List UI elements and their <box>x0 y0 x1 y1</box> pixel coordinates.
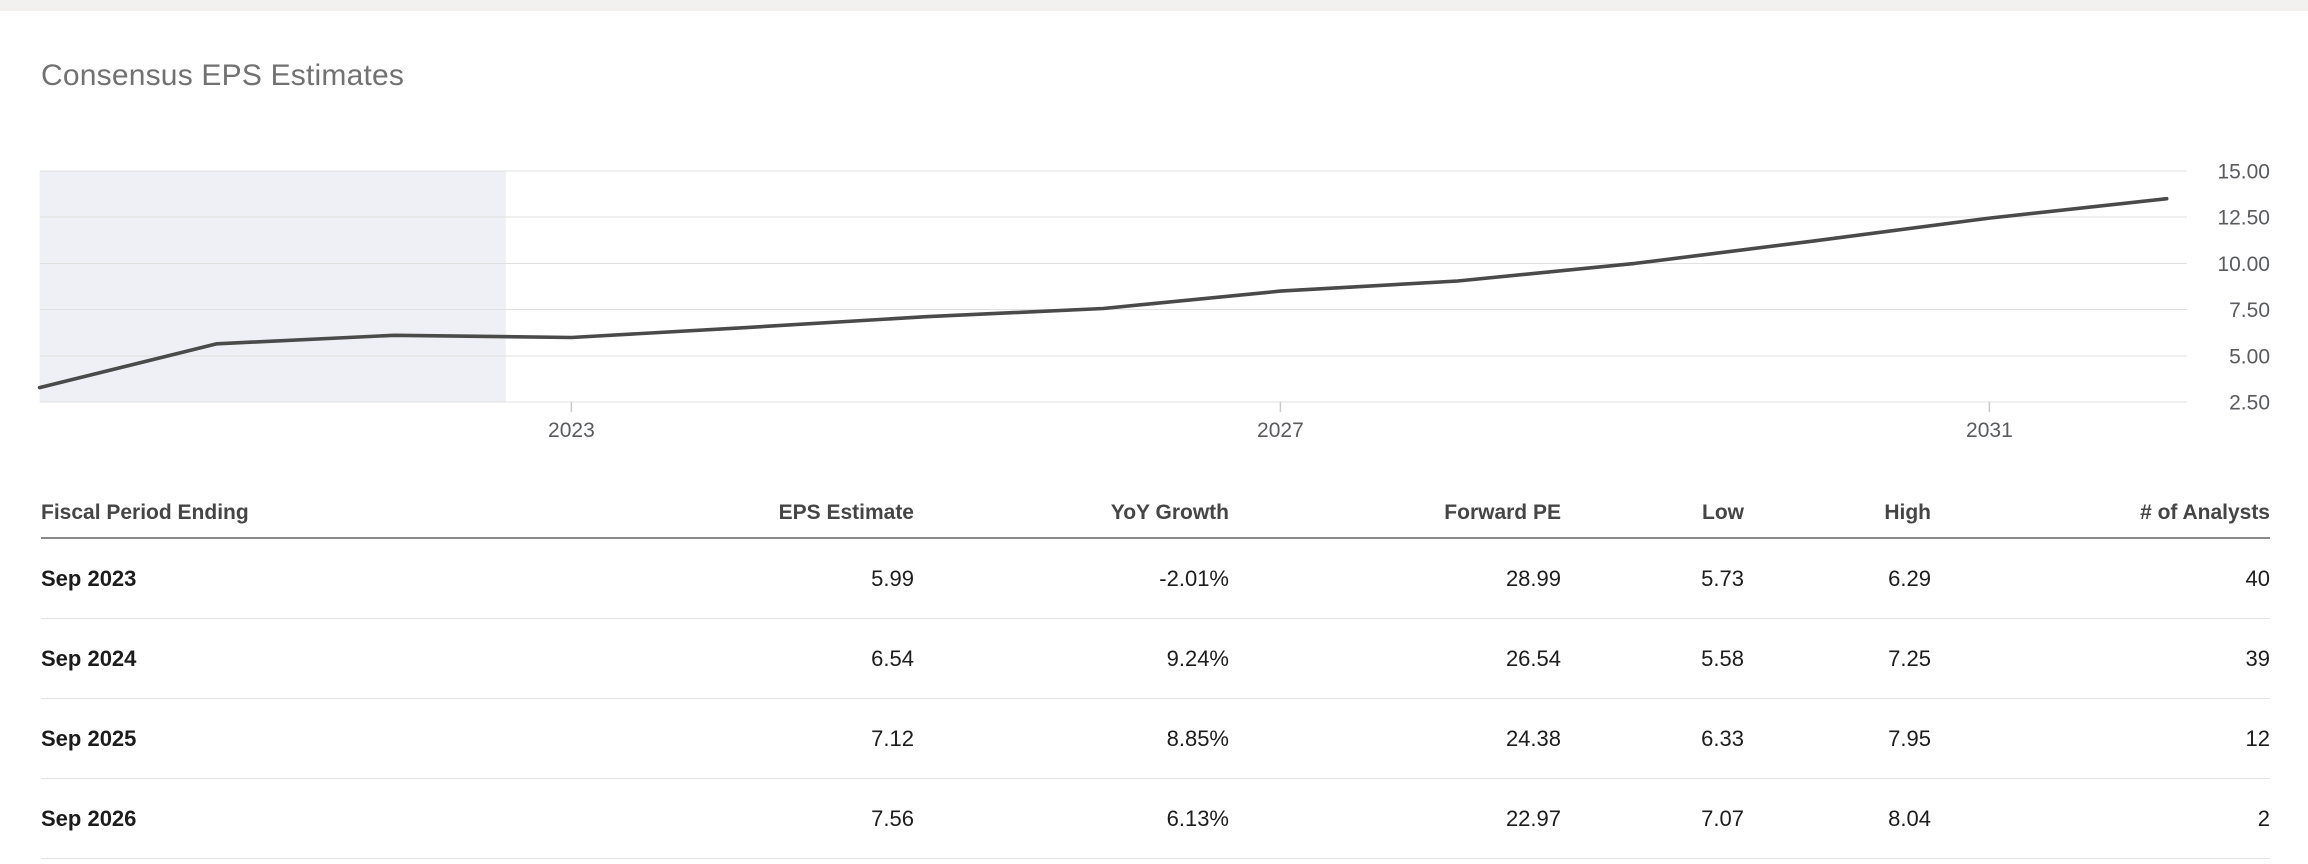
column-header-fiscal-period-ending: Fiscal Period Ending <box>41 489 491 539</box>
column-header-forward-pe: Forward PE <box>1229 489 1561 539</box>
value-cell-high: 7.25 <box>1744 618 1931 699</box>
y-axis-label: 12.50 <box>2217 207 2270 230</box>
value-cell-of-analysts: 40 <box>1931 538 2270 619</box>
value-cell-low: 5.58 <box>1561 618 1744 699</box>
fiscal-period-cell: Sep 2023 <box>41 538 491 619</box>
table-header-row: Fiscal Period Ending EPS Estimate YoY Grow… <box>41 489 2270 539</box>
value-cell-of-analysts: 2 <box>1931 778 2270 859</box>
eps-chart: 2023 2027 2031 15.00 12.50 10.00 7.50 5.00 2.50 <box>0 150 2308 450</box>
value-cell-forward-pe: 26.54 <box>1229 618 1561 699</box>
chart-canvas: 2023 2027 2031 15.00 12.50 10.00 7.50 5.00 2.50 <box>37 161 2270 442</box>
column-header-high: High <box>1744 489 1931 539</box>
value-cell-eps-estimate: 7.12 <box>491 698 914 779</box>
x-axis-label: 2031 <box>1966 419 2013 442</box>
x-axis-label: 2027 <box>1257 419 1304 442</box>
x-axis-label: 2023 <box>548 419 595 442</box>
table-row: Sep 2023 5.99 -2.01% 28.99 5.73 6.29 40 <box>41 538 2270 619</box>
value-cell-of-analysts: 12 <box>1931 698 2270 779</box>
value-cell-of-analysts: 39 <box>1931 618 2270 699</box>
chart-historical-shading <box>39 171 506 403</box>
y-axis-label: 2.50 <box>2229 392 2270 415</box>
value-cell-forward-pe: 28.99 <box>1229 538 1561 619</box>
value-cell-eps-estimate: 7.56 <box>491 778 914 859</box>
value-cell-eps-estimate: 6.54 <box>491 618 914 699</box>
value-cell-low: 5.73 <box>1561 538 1744 619</box>
y-axis-label: 15.00 <box>2217 161 2270 184</box>
value-cell-yoy-growth: -2.01% <box>914 538 1229 619</box>
y-axis-label: 7.50 <box>2229 299 2270 322</box>
value-cell-forward-pe: 24.38 <box>1229 698 1561 779</box>
value-cell-high: 6.29 <box>1744 538 1931 619</box>
y-axis-label: 10.00 <box>2217 253 2270 276</box>
page-title: Consensus EPS Estimates <box>41 59 405 92</box>
value-cell-low: 6.33 <box>1561 698 1744 779</box>
table-row: Sep 2024 6.54 9.24% 26.54 5.58 7.25 39 <box>41 618 2270 699</box>
value-cell-eps-estimate: 5.99 <box>491 538 914 619</box>
value-cell-forward-pe: 22.97 <box>1229 778 1561 859</box>
value-cell-high: 7.95 <box>1744 698 1931 779</box>
fiscal-period-cell: Sep 2025 <box>41 698 491 779</box>
table-row: Sep 2026 7.56 6.13% 22.97 7.07 8.04 2 <box>41 778 2270 859</box>
value-cell-low: 7.07 <box>1561 778 1744 859</box>
eps-estimate-line <box>37 196 2169 390</box>
y-axis-label: 5.00 <box>2229 345 2270 368</box>
value-cell-yoy-growth: 6.13% <box>914 778 1229 859</box>
top-bar <box>0 0 2308 11</box>
fiscal-period-cell: Sep 2024 <box>41 618 491 699</box>
estimates-table: Fiscal Period Ending EPS Estimate YoY Grow… <box>41 489 2270 859</box>
table-row: Sep 2025 7.12 8.85% 24.38 6.33 7.95 12 <box>41 698 2270 779</box>
value-cell-yoy-growth: 9.24% <box>914 618 1229 699</box>
estimates-table-wrap: Fiscal Period Ending EPS Estimate YoY Grow… <box>41 489 2270 859</box>
value-cell-yoy-growth: 8.85% <box>914 698 1229 779</box>
column-header-of-analysts: # of Analysts <box>1931 489 2270 539</box>
column-header-yoy-growth: YoY Growth <box>914 489 1229 539</box>
column-header-low: Low <box>1561 489 1744 539</box>
fiscal-period-cell: Sep 2026 <box>41 778 491 859</box>
value-cell-high: 8.04 <box>1744 778 1931 859</box>
column-header-eps-estimate: EPS Estimate <box>491 489 914 539</box>
